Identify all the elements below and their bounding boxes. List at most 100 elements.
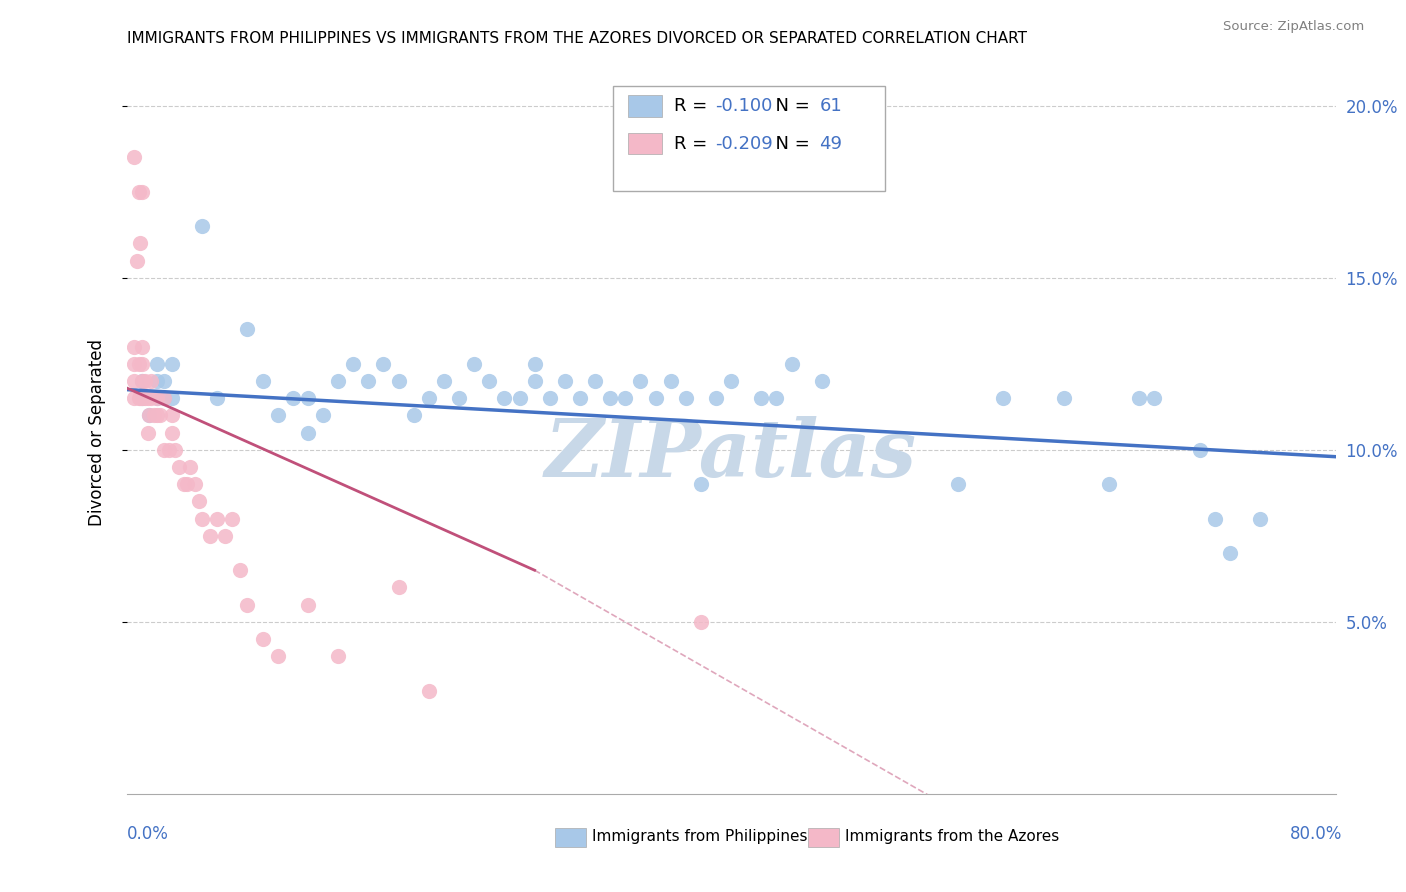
Point bbox=[146, 391, 169, 405]
Point bbox=[509, 391, 531, 405]
Point bbox=[153, 374, 176, 388]
Point bbox=[630, 374, 652, 388]
Text: -0.100: -0.100 bbox=[716, 97, 773, 115]
Point bbox=[160, 357, 183, 371]
Text: Immigrants from the Azores: Immigrants from the Azores bbox=[845, 830, 1059, 844]
Point bbox=[191, 511, 214, 525]
Point bbox=[191, 219, 214, 234]
Point bbox=[179, 460, 201, 475]
Point bbox=[463, 357, 485, 371]
Point bbox=[447, 391, 470, 405]
Point bbox=[131, 391, 153, 405]
Point bbox=[129, 391, 152, 405]
Point bbox=[993, 391, 1015, 405]
Point bbox=[236, 598, 259, 612]
Text: IMMIGRANTS FROM PHILIPPINES VS IMMIGRANTS FROM THE AZORES DIVORCED OR SEPARATED : IMMIGRANTS FROM PHILIPPINES VS IMMIGRANT… bbox=[127, 31, 1026, 46]
Point bbox=[160, 391, 183, 405]
Point bbox=[146, 357, 169, 371]
Point bbox=[780, 357, 803, 371]
Point bbox=[1188, 442, 1211, 457]
Point bbox=[131, 374, 153, 388]
Point bbox=[494, 391, 516, 405]
Point bbox=[373, 357, 395, 371]
Point bbox=[388, 581, 411, 595]
Point bbox=[153, 391, 176, 405]
Text: R =: R = bbox=[675, 135, 713, 153]
Point bbox=[198, 529, 221, 543]
Point bbox=[297, 598, 319, 612]
Text: 49: 49 bbox=[820, 135, 842, 153]
Point bbox=[134, 374, 156, 388]
Point bbox=[1128, 391, 1150, 405]
Point bbox=[418, 391, 440, 405]
Point bbox=[136, 391, 159, 405]
Point bbox=[139, 391, 162, 405]
Point bbox=[129, 236, 152, 251]
Point bbox=[146, 374, 169, 388]
Point bbox=[131, 391, 153, 405]
Point bbox=[478, 374, 501, 388]
Point bbox=[134, 391, 156, 405]
Point bbox=[176, 477, 198, 491]
Point bbox=[142, 409, 165, 423]
Point bbox=[252, 632, 274, 646]
Point bbox=[173, 477, 195, 491]
Point bbox=[160, 425, 183, 440]
Point bbox=[946, 477, 969, 491]
Point bbox=[163, 442, 186, 457]
Point bbox=[267, 409, 290, 423]
Point bbox=[153, 442, 176, 457]
Point bbox=[128, 357, 150, 371]
Point bbox=[128, 391, 150, 405]
Point bbox=[614, 391, 637, 405]
Y-axis label: Divorced or Separated: Divorced or Separated bbox=[87, 339, 105, 526]
Point bbox=[554, 374, 576, 388]
Point bbox=[675, 391, 697, 405]
Point bbox=[388, 374, 411, 388]
Text: ZIPatlas: ZIPatlas bbox=[546, 416, 917, 493]
Text: Immigrants from Philippines: Immigrants from Philippines bbox=[592, 830, 807, 844]
Point bbox=[157, 442, 180, 457]
Point bbox=[297, 425, 319, 440]
Point bbox=[138, 409, 160, 423]
Point bbox=[252, 374, 274, 388]
Point bbox=[402, 409, 425, 423]
Text: N =: N = bbox=[763, 97, 815, 115]
Point bbox=[146, 391, 169, 405]
Point bbox=[153, 391, 176, 405]
Point bbox=[131, 357, 153, 371]
Point bbox=[169, 460, 191, 475]
Point bbox=[326, 649, 350, 664]
Point bbox=[357, 374, 380, 388]
FancyBboxPatch shape bbox=[613, 86, 884, 191]
Point bbox=[139, 374, 162, 388]
Point bbox=[122, 357, 145, 371]
Point bbox=[122, 150, 145, 164]
Point bbox=[583, 374, 606, 388]
Point bbox=[751, 391, 773, 405]
Point bbox=[214, 529, 236, 543]
Point bbox=[297, 391, 319, 405]
Text: 0.0%: 0.0% bbox=[127, 825, 169, 843]
Point bbox=[1143, 391, 1166, 405]
Point bbox=[1219, 546, 1241, 560]
Point bbox=[599, 391, 621, 405]
Point bbox=[205, 391, 228, 405]
Point bbox=[765, 391, 787, 405]
Text: -0.209: -0.209 bbox=[716, 135, 773, 153]
Point bbox=[205, 511, 228, 525]
Point bbox=[1249, 511, 1271, 525]
Point bbox=[1053, 391, 1076, 405]
Point bbox=[523, 374, 546, 388]
Point bbox=[523, 357, 546, 371]
Point bbox=[689, 477, 711, 491]
Point bbox=[810, 374, 832, 388]
Point bbox=[568, 391, 592, 405]
Point bbox=[127, 253, 149, 268]
Text: 80.0%: 80.0% bbox=[1291, 825, 1343, 843]
Point bbox=[689, 615, 711, 629]
Point bbox=[659, 374, 682, 388]
Text: N =: N = bbox=[763, 135, 815, 153]
Point bbox=[136, 425, 159, 440]
FancyBboxPatch shape bbox=[628, 133, 662, 154]
